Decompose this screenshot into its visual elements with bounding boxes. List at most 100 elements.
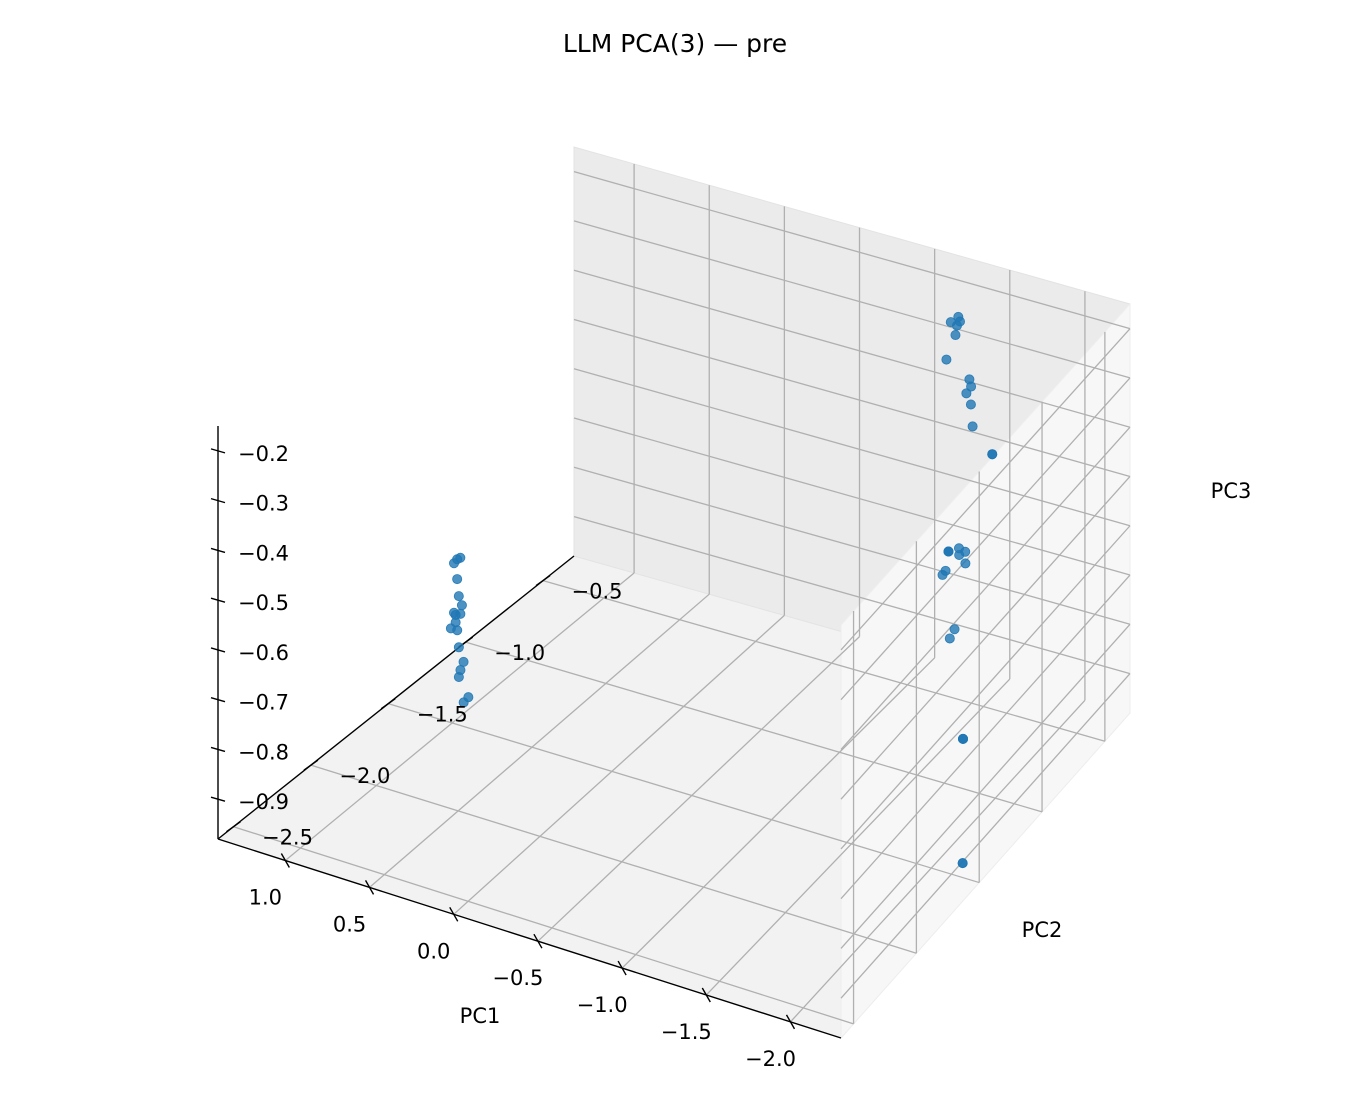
scatter-point (453, 642, 464, 653)
z-tick-mark (210, 547, 226, 554)
grid-line-z-back (573, 171, 1131, 330)
y-tick-mark (380, 698, 396, 710)
y-tick-mark (535, 575, 551, 587)
y-tick-label: −2.5 (262, 826, 313, 850)
grid-line-z-left (840, 328, 1131, 651)
grid-line-x-floor (537, 636, 860, 942)
scatter-point (954, 549, 965, 560)
scatter-point (943, 546, 954, 557)
grid-line-z-left (840, 574, 1131, 900)
scatter-point (960, 558, 971, 569)
grid-line-x-floor (790, 699, 1086, 1023)
grid-line-y-floor (542, 579, 1106, 742)
scatter-point (966, 381, 977, 392)
z-tick-mark (210, 597, 226, 603)
grid-line-z-back (573, 318, 1131, 478)
scatter-point (965, 399, 976, 410)
x-tick-label: −0.5 (492, 966, 543, 990)
y-tick-label: −2.0 (339, 764, 390, 788)
z-tick-mark (210, 497, 226, 504)
x-tick-label: −1.0 (577, 993, 628, 1017)
x-tick-label: 0.0 (417, 939, 450, 963)
x-tick-mark (449, 906, 459, 922)
x-tick-mark (533, 933, 543, 949)
scatter-point (949, 624, 960, 635)
z-tick-mark (210, 796, 226, 802)
z-tick-mark (210, 647, 226, 653)
scatter-points (445, 311, 998, 869)
scatter-point (967, 421, 978, 432)
scatter-point (957, 858, 968, 869)
scatter-point (449, 558, 460, 569)
z-tick-mark (210, 697, 226, 703)
grid-line-x-floor (369, 593, 710, 888)
grid-line-z-back (573, 220, 1131, 379)
grid-line-z-left (840, 673, 1131, 999)
y-tick-label: −1.5 (417, 703, 468, 727)
x-tick-label: −1.5 (661, 1020, 712, 1044)
grid-line-z-back (573, 466, 1131, 625)
grid-line-y-floor (465, 641, 1043, 813)
grid-line-z-left (840, 426, 1131, 750)
axes-panes (216, 146, 1131, 1040)
x-tick-label: −2.0 (745, 1047, 796, 1071)
x-axis-label: PC1 (460, 1004, 501, 1028)
grid-line-x-floor (705, 678, 1011, 996)
scatter-point (452, 574, 463, 585)
chart-title: LLM PCA(3) — pre (563, 29, 787, 58)
z-tick-label: −0.4 (238, 541, 289, 565)
scatter-point (456, 600, 467, 611)
x-tick-label: 1.0 (249, 886, 282, 910)
z-tick-label: −0.5 (238, 591, 289, 615)
grid-line-x-floor (453, 614, 785, 915)
grid-line-z-left (840, 525, 1131, 850)
grid-line-z-left (840, 623, 1131, 949)
grid-line-y-floor (310, 764, 917, 954)
scatter-point (458, 697, 469, 708)
grid-line-z-back (573, 269, 1131, 428)
grid-line-z-left (840, 377, 1131, 701)
grid-line-z-back (573, 417, 1131, 576)
scatter-point (941, 354, 952, 365)
grid-line-x-floor (621, 657, 936, 969)
x-tick-mark (280, 853, 290, 868)
z-tick-label: −0.8 (238, 740, 289, 764)
left-pane (840, 302, 1131, 1040)
grid-line-x-floor (284, 572, 635, 862)
x-tick-label: 0.5 (333, 912, 366, 936)
y-axis-line (217, 555, 575, 840)
z-tick-label: −0.9 (238, 790, 289, 814)
scatter-point (937, 569, 948, 580)
z-tick-label: −0.7 (238, 691, 289, 715)
x-tick-mark (364, 880, 375, 895)
scatter-point (951, 320, 962, 331)
x-tick-mark (701, 987, 711, 1003)
x-tick-mark (617, 960, 627, 976)
z-axis-label: PC3 (1211, 479, 1252, 503)
y-tick-label: −0.5 (572, 580, 623, 604)
scatter-point (961, 388, 972, 399)
grid-line-z-left (840, 476, 1131, 800)
z-tick-label: −0.3 (238, 492, 289, 516)
z-tick-mark (210, 746, 226, 753)
scatter-point (452, 625, 463, 636)
scatter-point (944, 633, 955, 644)
x-tick-mark (785, 1014, 796, 1030)
y-tick-mark (303, 759, 319, 771)
grid-lines (233, 163, 1131, 1025)
z-tick-mark (210, 448, 226, 454)
y-tick-label: −1.0 (494, 641, 545, 665)
z-tick-label: −0.2 (238, 442, 289, 466)
scatter-point (453, 591, 464, 602)
scatter-point (453, 671, 464, 682)
grid-line-y-floor (233, 826, 854, 1025)
y-tick-mark (226, 821, 241, 833)
y-axis-label: PC2 (1022, 918, 1063, 942)
grid-line-z-back (573, 368, 1131, 527)
scatter-point (958, 733, 969, 744)
scatter-point (950, 330, 961, 341)
tick-labels: −2.0 −1.5 −1.0 −0.5 0.0 0.5 1.0 −2.5 −2.0 −1.5 −1.… (238, 442, 796, 1071)
z-tick-label: −0.6 (238, 641, 289, 665)
x-axis-line (217, 838, 842, 1039)
